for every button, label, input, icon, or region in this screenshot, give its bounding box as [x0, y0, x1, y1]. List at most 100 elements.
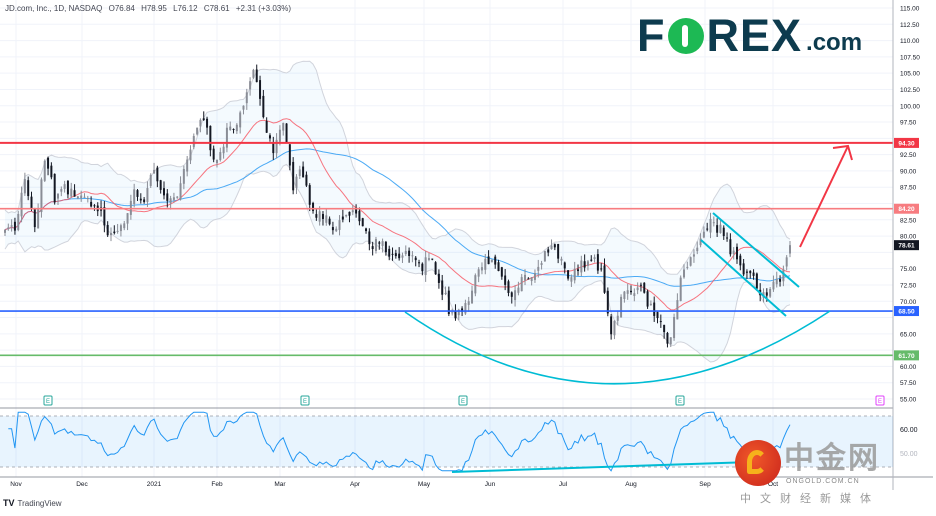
candle — [394, 249, 397, 259]
high-value: H78.95 — [141, 4, 167, 13]
candle-body — [215, 159, 218, 164]
candle — [295, 174, 298, 195]
candle — [500, 266, 503, 280]
candle — [113, 225, 116, 235]
candle — [56, 193, 59, 206]
candle-body — [172, 197, 175, 200]
candle — [490, 259, 493, 263]
candle-body — [484, 258, 487, 270]
candle-body — [464, 303, 467, 314]
candle — [729, 233, 732, 257]
candle-body — [30, 196, 33, 209]
candle-body — [156, 167, 159, 182]
candle — [510, 291, 513, 304]
candle — [308, 183, 311, 212]
candle — [504, 268, 507, 291]
candle — [610, 313, 613, 340]
candle-body — [93, 205, 96, 207]
candle — [474, 273, 477, 297]
candle — [570, 274, 573, 287]
candle-body — [302, 166, 305, 178]
candle — [689, 256, 692, 267]
candle — [196, 127, 199, 136]
sma-50-line — [4, 148, 791, 287]
candle — [305, 171, 308, 188]
candle-body — [27, 180, 30, 197]
candle — [745, 269, 748, 279]
candle-body — [384, 241, 387, 253]
candle-body — [265, 120, 268, 133]
candle — [133, 183, 136, 208]
candle-body — [669, 337, 672, 345]
candle — [365, 227, 368, 234]
candle-body — [480, 267, 483, 271]
candle — [388, 245, 391, 261]
earnings-marker-label: E — [46, 399, 50, 405]
candle — [215, 159, 218, 168]
candle-body — [153, 169, 156, 174]
bollinger-lower-line — [4, 163, 791, 363]
candle — [33, 207, 36, 233]
candle-body — [235, 124, 238, 132]
candle — [467, 296, 470, 312]
candle — [646, 289, 649, 309]
candle — [696, 241, 699, 255]
candle — [580, 255, 583, 277]
candle — [414, 256, 417, 267]
candle-body — [149, 174, 152, 186]
candle — [262, 89, 265, 119]
candle-body — [119, 225, 122, 232]
candle-body — [50, 165, 53, 178]
candle — [603, 258, 606, 294]
level-price-tag — [894, 137, 919, 148]
earnings-marker — [300, 395, 310, 406]
candle-body — [646, 291, 649, 307]
candle — [596, 249, 599, 274]
candle-body — [633, 293, 636, 297]
candle-body — [192, 136, 195, 148]
candle — [643, 282, 646, 294]
candle-body — [454, 311, 457, 319]
candle-body — [553, 244, 556, 248]
candle — [143, 197, 146, 204]
candle — [620, 294, 623, 318]
candle-body — [169, 198, 172, 204]
candle-body — [219, 152, 222, 160]
time-tick-label: Aug — [625, 481, 637, 488]
candle-body — [676, 300, 679, 320]
rounded-bottom-arc — [404, 310, 831, 385]
candle — [593, 254, 596, 263]
candle-body — [408, 250, 411, 256]
candle — [312, 201, 315, 214]
watermark-url: ONGOLD.COM.CN — [786, 478, 860, 485]
earnings-marker-box — [458, 395, 468, 406]
candle-body — [593, 257, 596, 259]
candle-body — [113, 231, 116, 234]
candle-body — [305, 174, 308, 186]
candle-body — [474, 275, 477, 294]
candle-body — [109, 232, 112, 236]
candle-body — [80, 195, 83, 199]
candle — [769, 287, 772, 299]
candle — [408, 247, 411, 263]
watermark-text: 中金网 — [784, 442, 880, 475]
candle — [378, 240, 381, 250]
candle — [636, 282, 639, 295]
candle-body — [318, 211, 321, 222]
tradingview-logo[interactable]: TV TradingView — [3, 498, 62, 508]
candle — [507, 279, 510, 297]
candle-body — [424, 257, 427, 276]
candle-body — [37, 209, 40, 229]
candle-body — [348, 211, 351, 216]
candle — [666, 331, 669, 348]
candle — [586, 259, 589, 271]
candle — [639, 282, 642, 292]
candle — [212, 145, 215, 163]
candle — [186, 155, 189, 177]
candle-body — [726, 237, 729, 239]
candle — [10, 219, 13, 232]
candle — [255, 64, 258, 83]
candle-body — [129, 200, 132, 215]
candle-body — [586, 261, 589, 266]
